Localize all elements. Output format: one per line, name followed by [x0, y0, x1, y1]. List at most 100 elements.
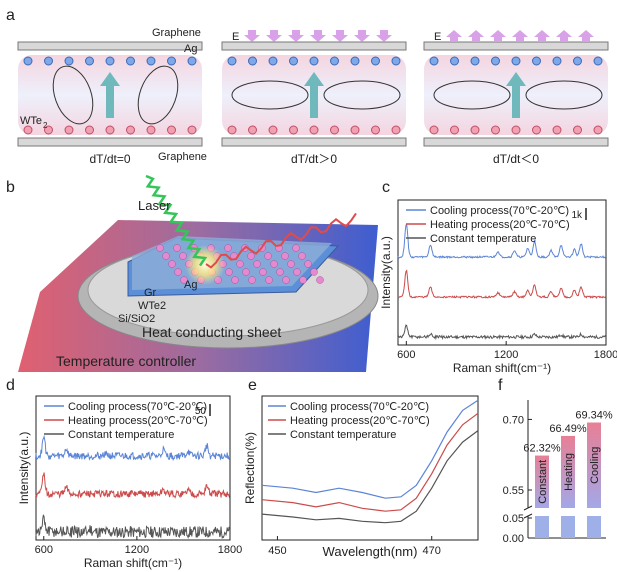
axis-break-mark: [523, 513, 533, 519]
atom: [287, 260, 295, 268]
diagram-1: dT/dt=0: [17, 41, 203, 166]
x-tick-label: 600: [397, 349, 415, 361]
plot-frame: [261, 395, 479, 541]
field-arrow-up: [468, 30, 484, 42]
field-arrow-down: [354, 30, 370, 42]
positive-charge: [248, 125, 257, 135]
positive-charge: [309, 125, 319, 135]
panel-label-f: f: [498, 377, 503, 394]
series-line-3: [35, 514, 231, 540]
y-axis-label: Intensity(a.u.): [17, 432, 31, 505]
panel-b-illustration: b Laser Ag Gr WTe2 Si/SiO2 Heat conducti…: [6, 174, 379, 372]
field-arrow-up: [578, 30, 594, 42]
bottom-graphene-layer: [423, 137, 609, 147]
series-line-1: [35, 434, 231, 462]
panel-label-b: b: [6, 179, 15, 196]
x-tick-label: 470: [423, 545, 441, 557]
atom: [173, 244, 181, 252]
legend-label-2: Heating process(20℃-70℃): [290, 415, 430, 427]
atom: [168, 260, 176, 268]
atom: [231, 276, 239, 284]
positive-charge: [552, 125, 562, 135]
positive-charge: [105, 125, 115, 135]
chart-d: 600 1200 1800 Raman shift(cm⁻¹) Intensity(a.…: [17, 395, 242, 570]
dipole-pair: [137, 65, 179, 125]
negative-charge: [552, 56, 562, 66]
atom: [224, 244, 232, 252]
top-graphene-layer: [423, 41, 609, 51]
ag-label: Ag: [184, 279, 197, 291]
bar-cooling: [587, 422, 601, 508]
x-tick-label: 1200: [494, 349, 518, 361]
field-arrow-down: [332, 30, 348, 42]
gr-label: Gr: [144, 287, 157, 299]
atom: [282, 276, 290, 284]
laser-beam-in: [145, 174, 208, 267]
y-tick-label: 0.00: [503, 533, 524, 545]
bar-heating: [561, 435, 575, 508]
bar-category-label: Heating: [563, 453, 575, 491]
dipole-pair: [323, 80, 401, 110]
atom: [253, 260, 261, 268]
graphene-bottom-label: Graphene: [158, 151, 207, 163]
field-label: E: [434, 31, 441, 43]
negative-charge: [593, 56, 603, 66]
atom: [270, 260, 278, 268]
x-axis-label: Raman shift(cm⁻¹): [453, 361, 551, 375]
negative-charge: [289, 56, 298, 66]
atom: [179, 252, 187, 260]
top-graphene-layer: [221, 41, 407, 51]
ag-layer-label: Ag: [184, 43, 197, 55]
diagram-3: EdT/dt＜0: [423, 30, 609, 166]
plot-frame: [397, 199, 607, 346]
panel-label-d: d: [6, 377, 15, 394]
positive-charge: [593, 125, 603, 135]
y-axis-label: Reflection(%): [243, 432, 257, 504]
polarization-arrow: [100, 72, 120, 118]
field-arrow-down: [310, 30, 326, 42]
dipole-pair: [433, 80, 511, 110]
bottom-graphene-layer: [221, 137, 407, 147]
panel-label-a: a: [6, 7, 15, 24]
field-label: E: [232, 31, 239, 43]
bar-stub-constant: [535, 516, 549, 538]
negative-charge: [491, 56, 500, 66]
panel-label-c: c: [382, 179, 390, 196]
bar-stub-cooling: [587, 516, 601, 538]
x-tick-label: 450: [268, 545, 286, 557]
positive-charge: [511, 125, 521, 135]
raman-beam-out: [205, 212, 357, 269]
atom: [247, 252, 255, 260]
wte2-label: WTe2: [138, 300, 166, 312]
field-arrow-up: [446, 30, 462, 42]
negative-charge: [470, 56, 480, 66]
field-arrow-up: [490, 30, 506, 42]
legend-label-1: Cooling process(70℃-20℃): [290, 401, 429, 413]
bar-category-label: Constant: [537, 460, 549, 504]
atom: [156, 244, 164, 252]
positive-charge: [167, 125, 176, 135]
atom: [242, 268, 250, 276]
negative-charge: [64, 56, 74, 66]
dipole-pair: [52, 65, 94, 125]
atom: [225, 268, 233, 276]
positive-charge: [371, 125, 380, 135]
field-arrow-down: [244, 30, 260, 42]
field-arrow-up: [534, 30, 550, 42]
positive-charge: [187, 125, 197, 135]
negative-charge: [187, 56, 197, 66]
positive-charge: [429, 125, 439, 135]
y-axis-label: Intensity(a.u.): [379, 236, 393, 309]
laser-label: Laser: [138, 198, 171, 213]
chart-c: 600 1200 1800 Raman shift(cm⁻¹) Intensity(a.…: [379, 199, 617, 375]
negative-charge: [511, 56, 521, 66]
diagram-title: dT/dt＞0: [291, 152, 337, 166]
heat-sheet-label: Heat conducting sheet: [142, 324, 281, 340]
positive-charge: [330, 125, 339, 135]
legend-label-1: Cooling process(70℃-20℃): [430, 205, 569, 217]
positive-charge: [391, 125, 401, 135]
positive-charge: [227, 125, 237, 135]
series-line-3: [261, 430, 479, 524]
negative-charge: [371, 56, 380, 66]
